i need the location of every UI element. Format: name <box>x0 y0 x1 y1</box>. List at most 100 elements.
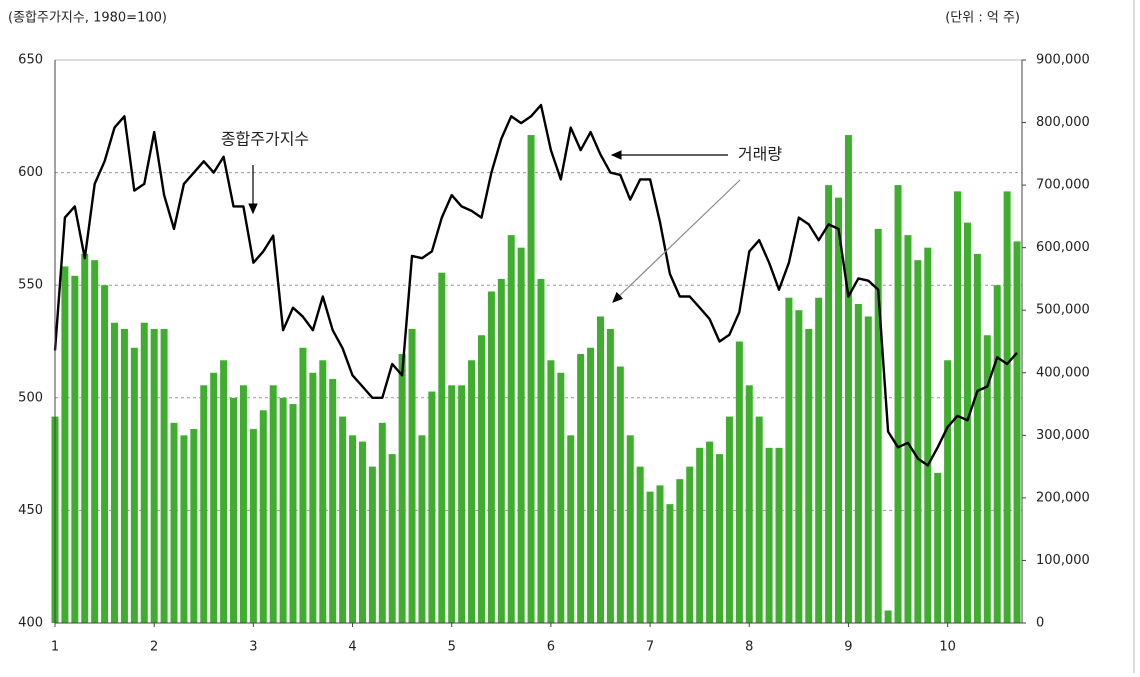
bar <box>339 416 347 623</box>
y-tick-label: 550 <box>18 278 43 293</box>
x-tick-label: 8 <box>745 640 753 655</box>
bar <box>190 429 198 623</box>
y2-tick-label: 300,000 <box>1036 428 1090 443</box>
bar <box>874 228 882 623</box>
bar <box>656 485 664 623</box>
bar <box>487 291 495 623</box>
bar <box>587 347 595 623</box>
plot-area: 400 450 500 550 600 650 0 100,000 200,000 300,000… <box>18 53 1090 655</box>
bar <box>537 278 545 623</box>
bar <box>993 285 1001 623</box>
bar <box>120 328 128 623</box>
x-tick-label: 1 <box>51 640 59 655</box>
bar <box>230 397 238 623</box>
bar <box>686 466 694 623</box>
bar <box>765 447 773 623</box>
bar <box>309 372 317 623</box>
bar <box>398 354 406 623</box>
bar <box>854 303 862 623</box>
bar <box>954 191 962 623</box>
bar <box>696 447 704 623</box>
bar <box>835 197 843 623</box>
bar <box>269 385 277 623</box>
y2-tick-label: 600,000 <box>1036 240 1090 255</box>
bar <box>150 328 158 623</box>
line-annotation: 종합주가지수 <box>221 130 309 149</box>
y-tick-label: 450 <box>18 503 43 518</box>
bar <box>180 435 188 623</box>
x-tick-label: 7 <box>646 640 654 655</box>
bar <box>428 391 436 623</box>
x-tick-label: 9 <box>844 640 852 655</box>
bar <box>200 385 208 623</box>
bar <box>844 135 852 624</box>
y-tick-label: 400 <box>18 616 43 631</box>
x-tick-label: 10 <box>939 640 956 655</box>
bar <box>864 316 872 623</box>
y2-tick-label: 400,000 <box>1036 365 1090 380</box>
annotations: 종합주가지수 거래량 <box>221 130 782 303</box>
y-tick-label: 600 <box>18 165 43 180</box>
bar <box>527 135 535 624</box>
bar <box>557 372 565 623</box>
bar <box>805 328 813 623</box>
bar <box>795 310 803 623</box>
bar <box>319 360 327 623</box>
bar <box>349 435 357 623</box>
bar <box>636 466 644 623</box>
bar <box>706 441 714 623</box>
y2-tick-label: 0 <box>1036 616 1044 631</box>
bar <box>468 360 476 623</box>
bar <box>973 253 981 623</box>
bar <box>239 385 247 623</box>
bar <box>140 322 148 623</box>
bar <box>81 253 89 623</box>
bar <box>735 341 743 623</box>
x-tick-label: 6 <box>547 640 555 655</box>
bar <box>1013 241 1021 623</box>
bar <box>825 185 833 623</box>
bar <box>755 416 763 623</box>
bar <box>914 260 922 623</box>
bar <box>944 360 952 623</box>
y2-tick-label: 500,000 <box>1036 303 1090 318</box>
y2-tick-label: 800,000 <box>1036 115 1090 130</box>
x-tick-label: 3 <box>249 640 257 655</box>
bar <box>279 397 287 623</box>
bar <box>775 447 783 623</box>
bar <box>745 385 753 623</box>
bar <box>289 404 297 623</box>
bar <box>507 235 515 623</box>
index-line <box>53 103 1018 467</box>
bar <box>130 347 138 623</box>
bar <box>220 360 228 623</box>
x-tick-label: 2 <box>150 640 158 655</box>
right-axis-unit: (단위 : 억 주) <box>945 11 1020 26</box>
bar <box>517 247 525 623</box>
bar <box>259 410 267 623</box>
y2-tick-label: 100,000 <box>1036 553 1090 568</box>
bar <box>378 422 386 623</box>
y2-tick-label: 900,000 <box>1036 53 1090 68</box>
bar <box>458 385 466 623</box>
bar-annotation: 거래량 <box>738 145 782 164</box>
x-tick-label: 5 <box>448 640 456 655</box>
bar <box>606 328 614 623</box>
bar <box>71 275 79 623</box>
bar <box>111 322 119 623</box>
bar <box>91 260 99 623</box>
bar <box>448 385 456 623</box>
bar <box>249 429 257 623</box>
bar <box>785 297 793 623</box>
bar <box>596 316 604 623</box>
bar <box>160 328 168 623</box>
bar <box>815 297 823 623</box>
bar <box>101 285 109 623</box>
bar <box>904 235 912 623</box>
bar <box>934 472 942 623</box>
bar <box>497 278 505 623</box>
bar <box>1003 191 1011 623</box>
bar <box>716 454 724 623</box>
bar <box>577 354 585 623</box>
